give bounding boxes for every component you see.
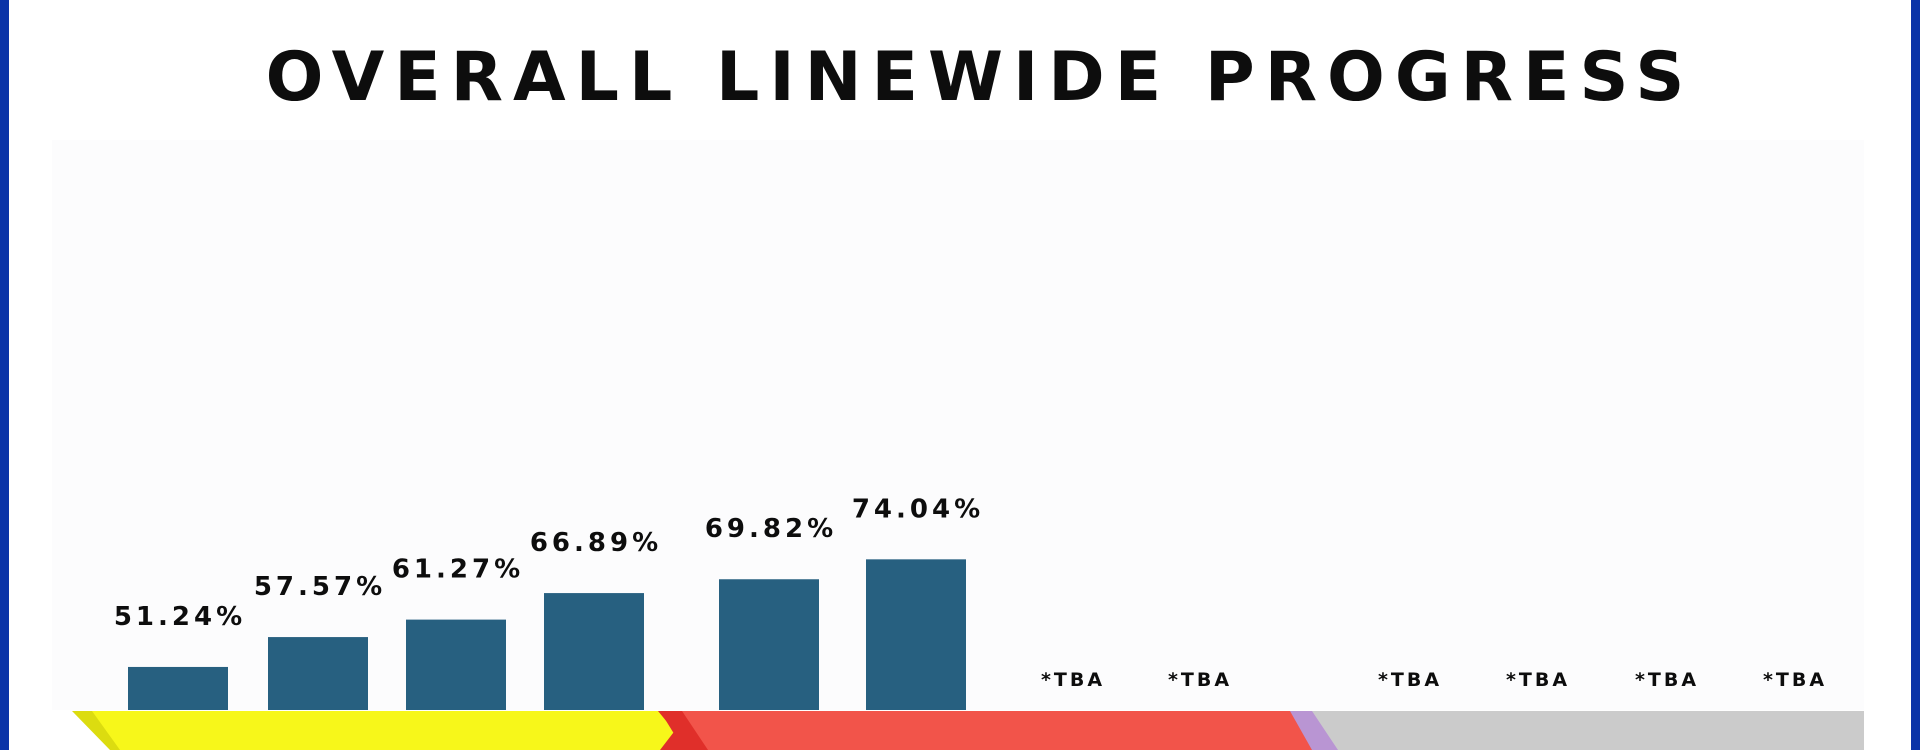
bars-group bbox=[128, 559, 966, 710]
band-yellow bbox=[92, 711, 690, 750]
bar-value-label: 57.57% bbox=[254, 572, 386, 602]
value-labels-group: 51.24% 57.57%61.27%66.89% 69.82% 74.04% *TBA… bbox=[114, 494, 1827, 691]
bar-value-label: 69.82% bbox=[705, 514, 837, 544]
right-border bbox=[1911, 0, 1920, 750]
band-red bbox=[660, 711, 1320, 750]
tba-label: *TBA bbox=[1378, 669, 1442, 691]
tba-label: *TBA bbox=[1506, 669, 1570, 691]
bar bbox=[866, 559, 966, 710]
left-border bbox=[0, 0, 9, 750]
band-gray bbox=[1312, 711, 1864, 750]
bar-value-label: 51.24% bbox=[114, 602, 246, 632]
tba-label: *TBA bbox=[1763, 669, 1827, 691]
bar-value-label: 66.89% bbox=[530, 528, 662, 558]
chart-title: OVERALL LINEWIDE PROGRESS bbox=[265, 38, 1695, 117]
tba-label: *TBA bbox=[1635, 669, 1699, 691]
bar bbox=[544, 593, 644, 710]
bar bbox=[128, 666, 228, 710]
bar-value-label: 61.27% bbox=[392, 555, 524, 585]
band-purple bbox=[1290, 711, 1340, 750]
bar bbox=[406, 619, 506, 710]
bar-value-label: 74.04% bbox=[852, 494, 984, 524]
bar bbox=[268, 637, 368, 710]
bar bbox=[719, 579, 819, 710]
tba-label: *TBA bbox=[1168, 669, 1232, 691]
line-segment-bands bbox=[72, 711, 1864, 750]
band-red-edge bbox=[660, 711, 708, 750]
tba-label: *TBA bbox=[1041, 669, 1105, 691]
